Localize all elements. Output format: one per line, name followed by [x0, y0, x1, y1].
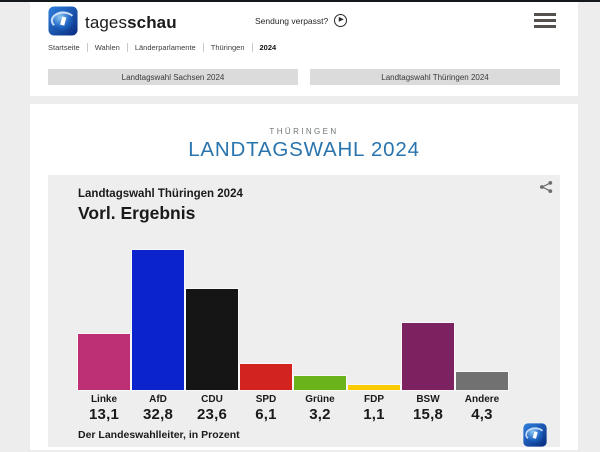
top-border	[0, 0, 600, 2]
sendung-verpasst-label: Sendung verpasst?	[255, 15, 329, 26]
bar-col-bsw: BSW 15,8	[401, 250, 455, 423]
brand-bold: schau	[127, 13, 177, 32]
main-content: THÜRINGEN LANDTAGSWAHL 2024 Landtagswahl…	[30, 104, 578, 450]
bar-linke	[77, 333, 131, 391]
hamburger-bar	[534, 19, 556, 22]
bar-area	[401, 250, 455, 391]
bar-bsw	[401, 322, 455, 391]
bar-label-linke: Linke	[90, 394, 118, 405]
bar-grüne	[293, 375, 347, 391]
bar-value-linke: 13,1	[89, 406, 119, 423]
chart-source-note: Der Landeswahlleiter, in Prozent	[78, 429, 240, 441]
election-tabs: Landtagswahl Sachsen 2024 Landtagswahl T…	[48, 69, 560, 85]
region-kicker: THÜRINGEN	[269, 127, 339, 136]
site-header: tagesschau Sendung verpasst? ▶ Startseit…	[30, 2, 578, 96]
bar-spd	[239, 363, 293, 391]
chart-watermark-logo	[523, 423, 547, 447]
bars-row: Linke 13,1 AfD 32,8 CDU 23,6 SPD 6,1 Grüne 3,2 FDP…	[77, 249, 509, 423]
bar-col-fdp: FDP 1,1	[347, 250, 401, 423]
page-title: LANDTAGSWAHL 2024	[188, 138, 420, 161]
breadcrumb-thueringen[interactable]: Thüringen	[210, 43, 245, 52]
bar-area	[131, 249, 185, 391]
bar-col-cdu: CDU 23,6	[185, 250, 239, 423]
share-icon	[540, 181, 553, 193]
breadcrumb-startseite[interactable]: Startseite	[48, 43, 80, 52]
bar-andere	[455, 371, 509, 391]
bar-value-afd: 32,8	[143, 406, 173, 423]
bar-value-andere: 4,3	[471, 406, 493, 423]
bar-col-andere: Andere 4,3	[455, 250, 509, 423]
bar-area	[239, 250, 293, 391]
bar-value-bsw: 15,8	[413, 406, 443, 423]
brand-regular: tages	[85, 13, 128, 32]
tagesschau-globe-icon	[523, 423, 547, 447]
sendung-verpasst-link[interactable]: Sendung verpasst? ▶	[255, 14, 348, 27]
tab-landtagswahl-sachsen-2024[interactable]: Landtagswahl Sachsen 2024	[48, 69, 298, 85]
bar-area	[455, 250, 509, 391]
bar-fdp	[347, 384, 401, 391]
bar-label-fdp: FDP	[364, 394, 384, 405]
brand-wordmark[interactable]: tagesschau	[85, 13, 177, 33]
breadcrumb-current-2024: 2024	[259, 43, 277, 52]
bar-value-spd: 6,1	[255, 406, 277, 423]
bar-col-linke: Linke 13,1	[77, 250, 131, 423]
bar-value-grüne: 3,2	[309, 406, 331, 423]
bar-area	[77, 250, 131, 391]
breadcrumb-divider	[202, 43, 204, 52]
results-chart-card: Landtagswahl Thüringen 2024 Vorl. Ergebn…	[48, 175, 560, 447]
bar-col-grüne: Grüne 3,2	[293, 250, 347, 423]
breadcrumb: Startseite Wahlen Länderparlamente Thüri…	[48, 43, 276, 52]
bar-label-cdu: CDU	[201, 394, 223, 405]
bar-label-bsw: BSW	[416, 394, 440, 405]
bar-value-fdp: 1,1	[363, 406, 385, 423]
share-button[interactable]	[539, 180, 553, 194]
chart-title: Landtagswahl Thüringen 2024	[78, 188, 243, 200]
hamburger-bar	[534, 13, 556, 16]
bar-label-spd: SPD	[255, 394, 277, 405]
play-icon: ▶	[334, 14, 348, 27]
bar-value-cdu: 23,6	[197, 406, 227, 423]
tab-landtagswahl-thueringen-2024[interactable]: Landtagswahl Thüringen 2024	[310, 69, 560, 85]
breadcrumb-divider	[126, 43, 128, 52]
bar-label-afd: AfD	[149, 394, 167, 405]
hamburger-bar	[534, 25, 556, 28]
bar-col-afd: AfD 32,8	[131, 249, 185, 423]
bar-cdu	[185, 288, 239, 391]
breadcrumb-divider	[86, 43, 88, 52]
bar-afd	[131, 249, 185, 391]
tagesschau-logo-button[interactable]	[48, 6, 78, 36]
breadcrumb-divider	[251, 43, 253, 52]
bar-col-spd: SPD 6,1	[239, 250, 293, 423]
breadcrumb-laenderparlamente[interactable]: Länderparlamente	[134, 43, 196, 52]
bar-area	[185, 250, 239, 391]
breadcrumb-wahlen[interactable]: Wahlen	[94, 43, 120, 52]
chart-subtitle: Vorl. Ergebnis	[78, 203, 196, 223]
hamburger-menu-icon[interactable]	[534, 13, 556, 28]
tagesschau-globe-icon	[48, 6, 78, 36]
bar-area	[347, 250, 401, 391]
bar-area	[293, 250, 347, 391]
bar-label-andere: Andere	[464, 394, 500, 405]
bar-label-grüne: Grüne	[305, 394, 335, 405]
